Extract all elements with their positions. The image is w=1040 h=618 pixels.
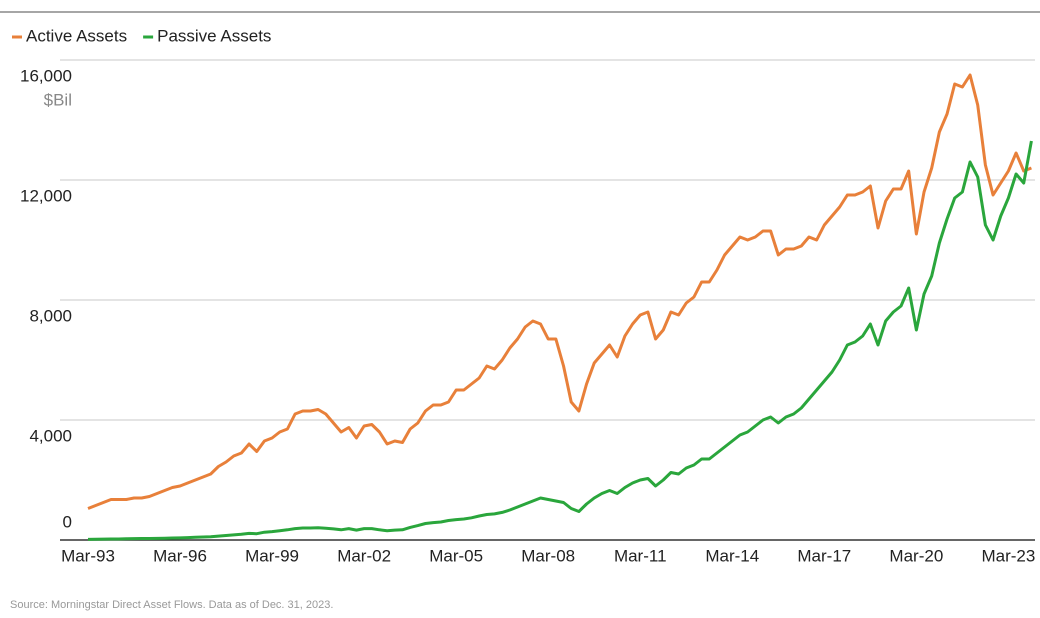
source-note: Source: Morningstar Direct Asset Flows. … [10,599,333,611]
legend: Active Assets Passive Assets [12,26,271,45]
series-line [87,73,1032,510]
y-unit: $Bil [44,90,72,109]
legend-label: Passive Assets [157,26,271,45]
x-tick-label: Mar-08 [521,546,575,565]
x-tick-label: Mar-17 [797,546,851,565]
x-tick-label: Mar-99 [245,546,299,565]
y-tick-label: 16,000 [20,66,72,85]
x-tick-label: Mar-93 [61,546,115,565]
y-tick-label: 12,000 [20,186,72,205]
x-tick-label: Mar-11 [614,546,667,565]
series-line [87,140,1033,541]
y-tick-label: 8,000 [29,306,72,325]
legend-label: Active Assets [26,26,127,45]
x-tick-label: Mar-23 [981,546,1035,565]
x-tick-label: Mar-20 [889,546,943,565]
x-tick-label: Mar-02 [337,546,391,565]
y-tick-label: 0 [63,512,72,531]
x-tick-label: Mar-14 [705,546,759,565]
x-tick-label: Mar-96 [153,546,207,565]
x-tick-label: Mar-05 [429,546,483,565]
y-tick-label: 4,000 [29,426,72,445]
